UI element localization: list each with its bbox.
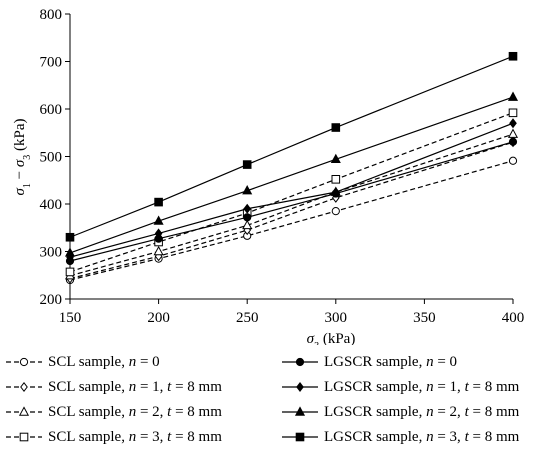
legend-swatch-dashed-open-triangle (6, 406, 42, 416)
marker-triangle (64, 247, 76, 257)
marker-square (295, 432, 305, 442)
legend-label: SCL sample, n = 3, t = 8 mm (48, 429, 222, 445)
marker-square (331, 175, 341, 184)
marker-square (508, 108, 518, 118)
legend-label: LGSCR sample, n = 3, t = 8 mm (324, 429, 520, 445)
marker-square (331, 123, 341, 132)
axes: 200 300 400 500 600 700 800 150 200 250 300 350 400 (40, 7, 525, 326)
series-scl-2 (64, 128, 519, 280)
marker-triangle (330, 153, 341, 164)
series-line (69, 55, 514, 238)
legend-swatch-solid-filled-triangle (282, 406, 318, 416)
marker-square (154, 197, 163, 207)
y-axis-label: σ1 − σ3 (kPa) (12, 118, 33, 195)
marker-square (508, 51, 518, 61)
legend-label: SCL sample, n = 1, t = 8 mm (48, 379, 222, 395)
marker-diamond (243, 203, 252, 214)
series-line (69, 122, 514, 258)
legend-swatch-solid-filled-diamond (282, 381, 318, 393)
x-tick-label: 150 (59, 310, 82, 326)
marker-square (242, 160, 252, 169)
x-tick-label: 300 (325, 310, 348, 326)
y-tick-label: 700 (40, 55, 63, 71)
legend-swatch-solid-filled-circle (282, 357, 318, 367)
marker-circle (508, 137, 518, 146)
series-layer (64, 51, 519, 285)
y-tick-label: 300 (40, 245, 63, 261)
x-tick-label: 400 (502, 310, 525, 326)
marker-diamond (154, 228, 163, 239)
series-lgscr-5 (66, 118, 517, 263)
x-tick-label: 350 (413, 310, 436, 326)
series-lgscr-6 (64, 91, 519, 257)
legend-label: LGSCR sample, n = 1, t = 8 mm (324, 379, 520, 395)
marker-triangle (294, 406, 306, 416)
marker-triangle (507, 128, 519, 138)
marker-square (65, 267, 75, 277)
legend-label: SCL sample, n = 0 (48, 354, 160, 370)
marker-circle (243, 213, 252, 222)
series-line (69, 160, 514, 281)
y-tick-label: 200 (40, 292, 63, 308)
legend-swatch-dashed-open-diamond (6, 381, 42, 393)
series-line (69, 141, 514, 280)
marker-circle (295, 357, 305, 367)
legend: SCL sample, n = 0 LGSCR sample, n = 0 SC… (0, 345, 550, 458)
marker-triangle (153, 215, 164, 225)
y-tick-label: 400 (40, 197, 63, 213)
series-lgscr-7 (65, 51, 518, 242)
marker-circle (508, 156, 518, 165)
legend-label: LGSCR sample, n = 0 (324, 354, 458, 370)
x-tick-label: 250 (236, 310, 259, 326)
y-tick-label: 600 (40, 102, 63, 118)
series-scl-1 (66, 137, 517, 284)
y-tick-label: 500 (40, 150, 63, 166)
marker-diamond (331, 187, 340, 198)
marker-triangle (507, 91, 519, 101)
legend-label: LGSCR sample, n = 2, t = 8 mm (324, 404, 520, 420)
x-axis-label: σ3 (kPa) (307, 331, 356, 345)
series-line (69, 96, 514, 254)
marker-triangle (242, 185, 253, 195)
legend-swatch-solid-filled-square (282, 432, 318, 442)
marker-diamond (296, 381, 304, 393)
x-tick-label: 200 (147, 310, 170, 326)
marker-diamond (509, 118, 517, 129)
marker-triangle (242, 219, 253, 230)
legend-swatch-dashed-open-circle (6, 357, 42, 367)
marker-square (19, 432, 29, 442)
series-lgscr-4 (65, 137, 518, 266)
marker-circle (19, 357, 29, 367)
marker-triangle (18, 406, 30, 416)
series-line (69, 112, 514, 273)
marker-square (65, 232, 75, 242)
marker-circle (331, 207, 340, 216)
legend-label: SCL sample, n = 2, t = 8 mm (48, 404, 222, 420)
marker-triangle (153, 245, 164, 256)
marker-diamond (20, 381, 28, 393)
series-scl-0 (65, 156, 518, 285)
series-line (69, 141, 514, 262)
y-tick-label: 800 (40, 7, 63, 23)
series-scl-3 (65, 108, 518, 277)
legend-swatch-dashed-open-square (6, 432, 42, 442)
